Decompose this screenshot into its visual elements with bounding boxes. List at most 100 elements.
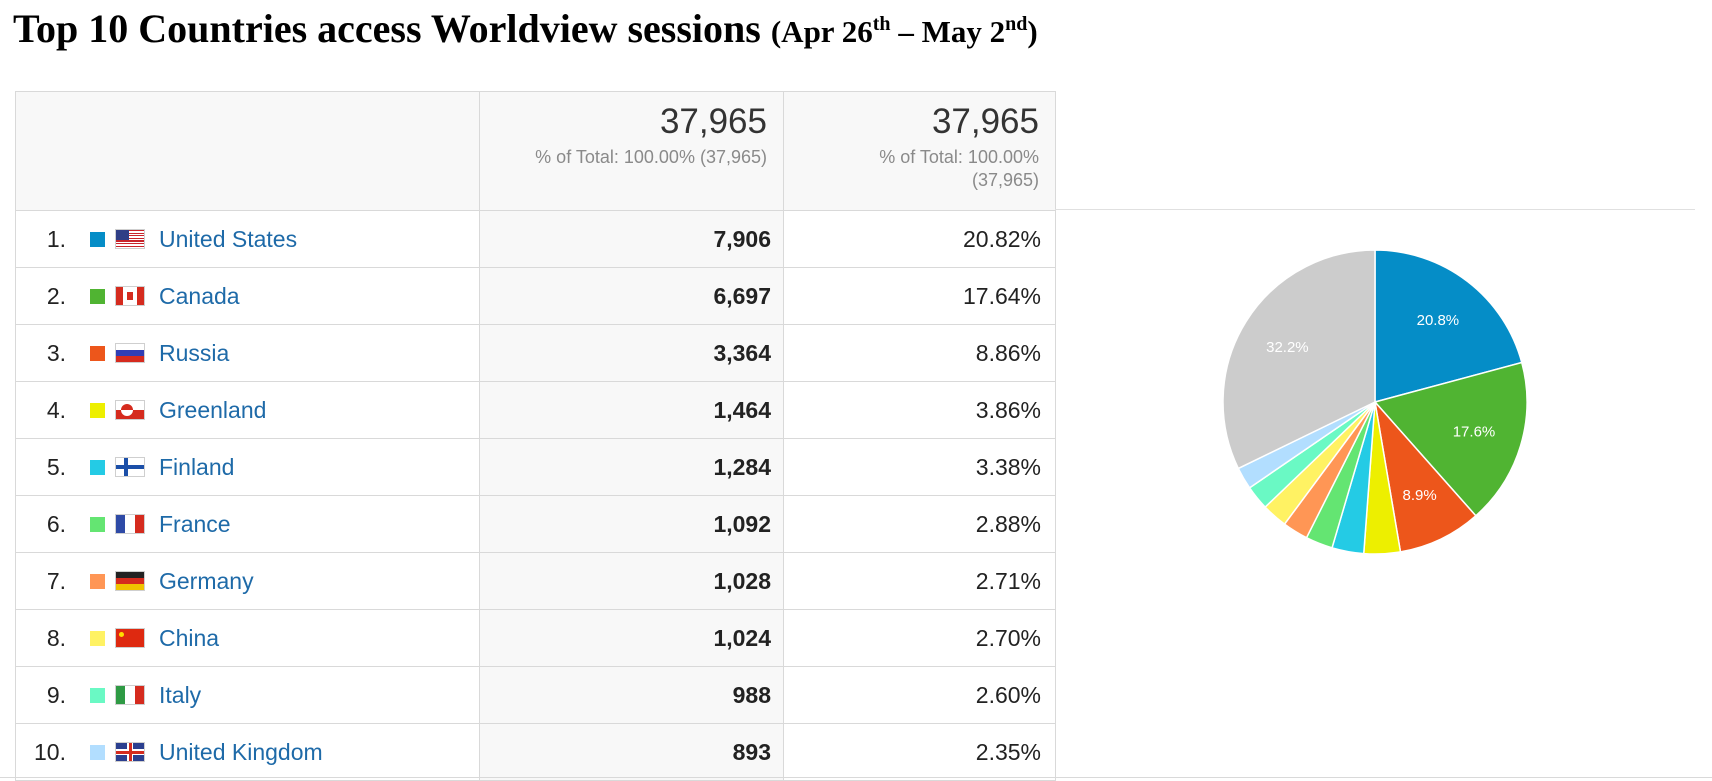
country-cell: 2. Canada [15, 267, 480, 325]
pie-slice-canada [1373, 361, 1528, 517]
pie-slice-russia [1373, 399, 1477, 553]
percent-cell: 8.86% [783, 324, 1056, 382]
title-date-range: (Apr 26th – May 2nd) [770, 13, 1038, 49]
country-link[interactable]: Russia [159, 339, 230, 366]
pie-slice-united-states [1374, 249, 1523, 403]
country-cell: 1. United States [15, 210, 480, 268]
percent-cell: 2.71% [783, 552, 1056, 610]
sessions-cell: 1,092 [479, 495, 784, 553]
table-row: 7. Germany 1,028 2.71% [15, 552, 1056, 610]
data-table: 37,965 % of Total: 100.00% (37,965) 37,9… [15, 91, 1056, 781]
sessions-pie-chart: 20.8% 17.6% 8.9% 32.2% [1222, 249, 1528, 555]
row-rank: 10. [34, 738, 66, 765]
table-row: 6. France 1,092 2.88% [15, 495, 1056, 553]
row-rank: 9. [46, 681, 66, 708]
country-link[interactable]: United States [159, 225, 298, 252]
sessions-total: 37,965 [659, 102, 767, 141]
row-rank: 7. [46, 567, 66, 594]
country-cell: 10. United Kingdom [15, 723, 480, 781]
row-rank: 4. [46, 396, 66, 423]
pie-slice-other [1222, 249, 1376, 470]
row-rank: 8. [46, 624, 66, 651]
series-color-swatch [90, 516, 105, 532]
sessions-cell: 988 [479, 666, 784, 724]
pie-label-canada: 17.6% [1453, 424, 1496, 441]
sessions-cell: 1,028 [479, 552, 784, 610]
sessions-cell: 6,697 [479, 267, 784, 325]
country-link[interactable]: China [159, 624, 220, 651]
fr-flag-icon [116, 515, 144, 533]
row-rank: 6. [46, 510, 66, 537]
percent-cell: 2.60% [783, 666, 1056, 724]
title-main: Top 10 Countries access Worldview sessio… [13, 6, 761, 51]
fi-flag-icon [116, 458, 144, 476]
series-color-swatch [90, 231, 105, 247]
pie-label-russia: 8.9% [1403, 487, 1437, 504]
country-link[interactable]: Germany [159, 567, 254, 594]
country-link[interactable]: France [159, 510, 231, 537]
percent-cell: 2.35% [783, 723, 1056, 781]
country-cell: 3. Russia [15, 324, 480, 382]
table-header-row: 37,965 % of Total: 100.00% (37,965) 37,9… [15, 91, 1056, 211]
sessions-cell: 1,284 [479, 438, 784, 496]
percent-cell: 20.82% [783, 210, 1056, 268]
country-link[interactable]: Greenland [159, 396, 267, 423]
series-color-swatch [90, 402, 105, 418]
series-color-swatch [90, 459, 105, 475]
percent-cell: 3.38% [783, 438, 1056, 496]
table-row: 10. United Kingdom 893 2.35% [15, 723, 1056, 781]
ca-flag-icon [116, 287, 144, 305]
country-cell: 9. Italy [15, 666, 480, 724]
country-cell: 5. Finland [15, 438, 480, 496]
country-cell: 4. Greenland [15, 381, 480, 439]
percent-cell: 17.64% [783, 267, 1056, 325]
cn-flag-icon [116, 629, 144, 647]
percent-cell: 3.86% [783, 381, 1056, 439]
sessions-cell: 7,906 [479, 210, 784, 268]
country-cell: 8. China [15, 609, 480, 667]
country-link[interactable]: Canada [159, 282, 240, 309]
table-row: 2. Canada 6,697 17.64% [15, 267, 1056, 325]
series-color-swatch [90, 288, 105, 304]
data-table-container: 37,965 % of Total: 100.00% (37,965) 37,9… [15, 91, 1056, 781]
table-row: 4. Greenland 1,464 3.86% [15, 381, 1056, 439]
percent-cell: 2.88% [783, 495, 1056, 553]
sessions-cell: 3,364 [479, 324, 784, 382]
sessions-cell: 1,024 [479, 609, 784, 667]
header-sessions-cell: 37,965 % of Total: 100.00% (37,965) [479, 91, 784, 211]
ru-flag-icon [116, 344, 144, 362]
country-cell: 7. Germany [15, 552, 480, 610]
series-color-swatch [90, 630, 105, 646]
sessions-cell: 893 [479, 723, 784, 781]
pie-label-other: 32.2% [1266, 339, 1309, 356]
header-percent-cell: 37,965 % of Total: 100.00% (37,965) [783, 91, 1056, 211]
chart-title: Top 10 Countries access Worldview sessio… [13, 4, 1038, 57]
percent-cell: 2.70% [783, 609, 1056, 667]
sessions-total-percent: % of Total: 100.00% (37,965) [535, 147, 767, 167]
table-row: 8. China 1,024 2.70% [15, 609, 1056, 667]
table-body: 1. United States 7,906 20.82% 2. Canada 6,697 1… [15, 210, 1056, 781]
row-rank: 5. [46, 453, 66, 480]
series-color-swatch [90, 687, 105, 703]
series-color-swatch [90, 573, 105, 589]
series-color-swatch [90, 345, 105, 361]
sessions-cell: 1,464 [479, 381, 784, 439]
pie-label-united-states: 20.8% [1417, 312, 1460, 329]
gl-flag-icon [116, 401, 144, 419]
percent-total-percent: % of Total: 100.00% (37,965) [879, 147, 1039, 190]
row-rank: 3. [46, 339, 66, 366]
series-color-swatch [90, 744, 105, 760]
table-row: 3. Russia 3,364 8.86% [15, 324, 1056, 382]
us-flag-icon [116, 230, 144, 248]
table-row: 5. Finland 1,284 3.38% [15, 438, 1056, 496]
country-link[interactable]: Italy [159, 681, 202, 708]
percent-total: 37,965 [931, 102, 1039, 141]
divider-line [1055, 209, 1695, 210]
table-row: 9. Italy 988 2.60% [15, 666, 1056, 724]
country-link[interactable]: United Kingdom [159, 738, 323, 765]
row-rank: 2. [46, 282, 66, 309]
country-link[interactable]: Finland [159, 453, 235, 480]
table-row: 1. United States 7,906 20.82% [15, 210, 1056, 268]
row-rank: 1. [46, 225, 66, 252]
de-flag-icon [116, 572, 144, 590]
